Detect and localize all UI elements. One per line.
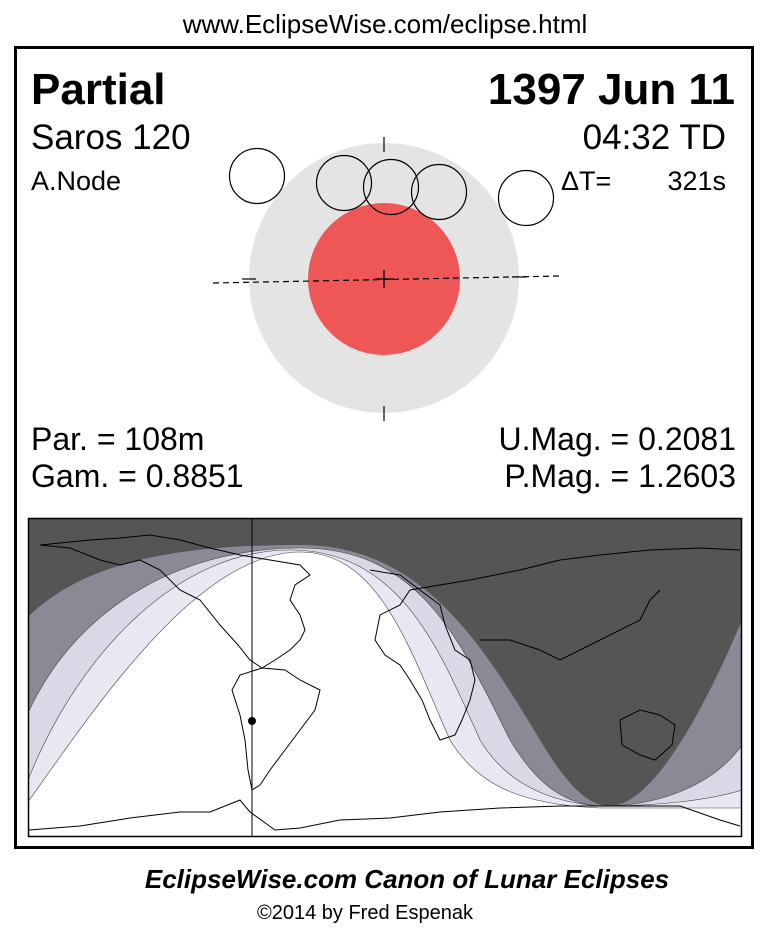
node: A.Node	[31, 166, 122, 196]
delta-t-label: ΔT=	[561, 166, 612, 196]
delta-t-value: 321s	[667, 166, 726, 196]
coastline-antarctica	[29, 799, 741, 831]
moon-p4	[497, 169, 555, 227]
gamma: Gam. = 0.8851	[31, 458, 244, 494]
umbral-magnitude: U.Mag. = 0.2081	[498, 421, 736, 457]
eclipse-frame	[14, 46, 754, 849]
eclipse-time: 04:32 TD	[582, 118, 726, 157]
copyright: ©2014 by Fred Espenak	[257, 902, 473, 924]
coastline-north-america	[39, 534, 311, 669]
coastline-south-america	[231, 667, 321, 791]
url-header[interactable]: www.EclipseWise.com/eclipse.html	[182, 9, 588, 39]
moon-p1	[228, 147, 286, 205]
map-border	[27, 517, 743, 838]
coastline-asia	[480, 589, 661, 661]
penumbral-magnitude: P.Mag. = 1.2603	[504, 458, 736, 494]
greatest-eclipse-point	[248, 717, 256, 725]
full-visibility-region	[29, 551, 741, 836]
coastline-australia	[619, 709, 676, 761]
footer-title: EclipseWise.com Canon of Lunar Eclipses	[144, 864, 670, 894]
visibility-map	[29, 519, 741, 836]
moon-u1	[315, 154, 373, 212]
eclipse-type: Partial	[31, 65, 166, 114]
coastline-africa-eurasia	[369, 547, 741, 741]
eclipse-date: 1397 Jun 11	[487, 65, 735, 114]
moon-greatest	[362, 158, 420, 216]
partial-duration: Par. = 108m	[31, 421, 205, 457]
saros-number: Saros 120	[31, 118, 191, 157]
moon-u4	[410, 163, 468, 221]
